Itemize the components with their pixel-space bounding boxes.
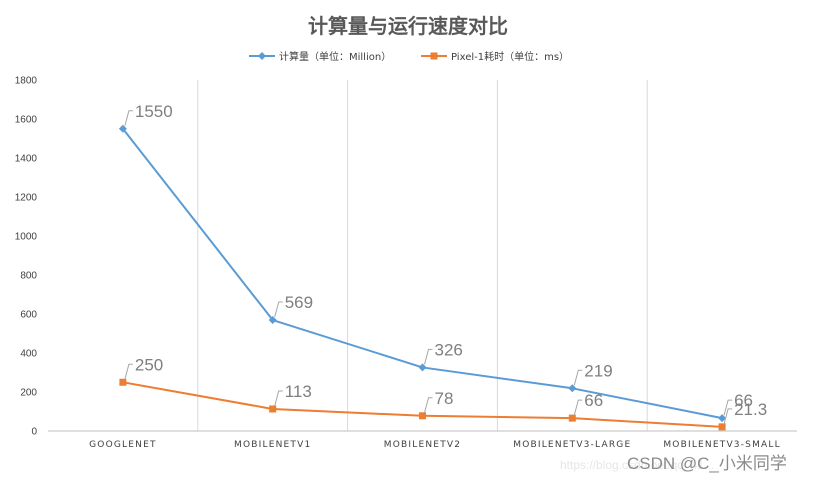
y-tick-label: 600 <box>20 310 37 321</box>
data-point-square <box>419 412 426 420</box>
data-label: 569 <box>285 293 313 312</box>
y-tick-label: 800 <box>20 271 37 282</box>
data-label-leader <box>723 399 733 416</box>
data-label-leader <box>274 390 283 407</box>
y-tick-label: 1000 <box>15 232 38 243</box>
y-tick-label: 1400 <box>15 154 38 165</box>
data-point-square <box>269 405 277 413</box>
x-tick-label: MOBILENETV3-SMALL <box>663 440 781 450</box>
legend-item-compute: 计算量（单位：Million） <box>249 50 391 63</box>
y-tick-label: 400 <box>20 349 37 360</box>
data-label: 78 <box>435 389 454 408</box>
data-label: 219 <box>584 361 612 380</box>
data-label-leader <box>274 301 283 318</box>
data-point-diamond <box>718 414 727 423</box>
series-line-1 <box>122 128 723 420</box>
data-label: 250 <box>135 355 163 374</box>
legend-marker-latency <box>430 52 438 60</box>
data-point-diamond <box>268 316 277 325</box>
data-label-leader <box>573 369 583 386</box>
chart-title: 计算量与运行速度对比 <box>308 14 508 38</box>
data-point-square <box>568 414 576 422</box>
y-tick-label: 1200 <box>15 193 38 204</box>
y-tick-label: 1600 <box>15 115 38 126</box>
watermark: https://blog.csdn.net/qq_41... CSDN @C_小… <box>560 454 787 473</box>
x-tick-label: MOBILENETV3-LARGE <box>513 440 631 450</box>
data-label-leader <box>723 408 733 424</box>
data-label: 66 <box>734 391 753 410</box>
data-label: 21.3 <box>734 400 767 419</box>
watermark-text: CSDN @C_小米同学 <box>627 454 787 473</box>
data-point-diamond <box>118 124 127 133</box>
data-point-square <box>119 378 127 386</box>
x-tick-label: MOBILENETV2 <box>384 440 461 450</box>
data-label: 326 <box>435 340 463 359</box>
data-label: 66 <box>584 391 603 410</box>
x-tick-label: GOOGLENET <box>89 440 157 450</box>
data-point-diamond <box>418 363 427 372</box>
legend: 计算量（单位：Million） Pixel-1耗时（单位：ms） <box>249 50 569 63</box>
data-label-leader <box>124 110 133 126</box>
data-point-diamond <box>568 384 577 393</box>
data-label-leader <box>424 348 433 365</box>
data-label-leader <box>124 363 133 380</box>
series-line-2 <box>122 381 723 428</box>
y-tick-label: 1800 <box>15 76 38 87</box>
legend-item-latency: Pixel-1耗时（单位：ms） <box>421 50 569 63</box>
watermark-url: https://blog.csdn.net/qq_41... <box>560 458 714 472</box>
legend-label-compute: 计算量（单位：Million） <box>279 50 391 63</box>
data-label: 113 <box>285 382 312 401</box>
x-tick-label: MOBILENETV1 <box>234 440 311 450</box>
y-tick-label: 0 <box>31 427 37 438</box>
y-tick-label: 200 <box>20 388 37 399</box>
data-label-leader <box>424 397 433 413</box>
legend-marker-compute <box>258 52 266 60</box>
data-label: 1550 <box>135 102 173 121</box>
plot-area: 0 200 400 600 800 1000 1200 1400 1600 1800 GOOGLEN… <box>15 76 797 450</box>
legend-label-latency: Pixel-1耗时（单位：ms） <box>451 50 569 63</box>
data-label-leader <box>573 399 583 416</box>
data-point-square <box>718 423 726 431</box>
